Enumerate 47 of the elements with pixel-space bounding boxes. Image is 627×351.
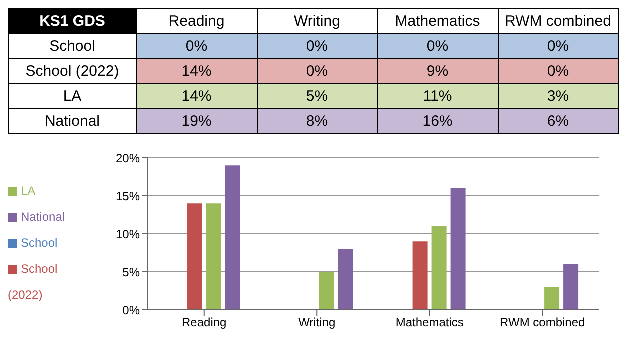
data-label: 6% bbox=[498, 108, 618, 134]
text: National bbox=[44, 112, 100, 130]
bar bbox=[225, 166, 240, 310]
y-tick-label: 5% bbox=[122, 265, 140, 280]
category-label: RWM combined bbox=[505, 12, 612, 30]
text: School bbox=[50, 38, 96, 54]
y-tick-label: 15% bbox=[116, 189, 140, 204]
category-label: Mathematics bbox=[395, 12, 480, 30]
y-tick-label: 10% bbox=[116, 227, 140, 242]
x-tick-label: Mathematics bbox=[396, 316, 464, 330]
bar bbox=[564, 264, 579, 310]
legend-label: LA bbox=[21, 184, 36, 198]
legend-label: National bbox=[21, 210, 66, 224]
x-tick-label: Writing bbox=[298, 316, 336, 330]
x-tick-label: RWM combined bbox=[500, 316, 586, 330]
data-label: 0% bbox=[257, 58, 378, 84]
data-label: 9% bbox=[378, 58, 498, 84]
data-label: 5% bbox=[257, 84, 378, 108]
data-label: 19% bbox=[136, 108, 257, 134]
bar bbox=[319, 272, 334, 310]
data-label: 16% bbox=[378, 108, 498, 134]
bar bbox=[412, 242, 428, 310]
data-label: 0% bbox=[378, 34, 498, 58]
legend-label: School bbox=[21, 236, 58, 250]
chart-title: KS1 GDS bbox=[8, 8, 136, 34]
data-label: 0% bbox=[498, 34, 618, 58]
data-label: 8% bbox=[257, 108, 378, 134]
category-label: Writing bbox=[294, 12, 340, 30]
x-tick-label: Reading bbox=[182, 316, 227, 330]
data-label: 0% bbox=[498, 58, 618, 84]
legend-label: School (2022) bbox=[8, 262, 58, 302]
bar bbox=[432, 226, 447, 310]
y-tick-label: 0% bbox=[122, 303, 140, 318]
data-label: 11% bbox=[378, 84, 498, 108]
y-tick-label: 20% bbox=[116, 151, 140, 166]
text: LA bbox=[63, 88, 82, 104]
bar bbox=[450, 188, 466, 310]
data-label: 3% bbox=[498, 84, 618, 108]
bar bbox=[544, 287, 560, 310]
data-label: 14% bbox=[136, 84, 257, 108]
category-label: Reading bbox=[168, 12, 225, 30]
text: School (2022) bbox=[26, 62, 120, 80]
bar bbox=[206, 204, 222, 310]
bar bbox=[187, 204, 202, 310]
data-label: 0% bbox=[257, 34, 378, 58]
bar bbox=[338, 249, 354, 310]
data-label: 14% bbox=[136, 58, 257, 84]
